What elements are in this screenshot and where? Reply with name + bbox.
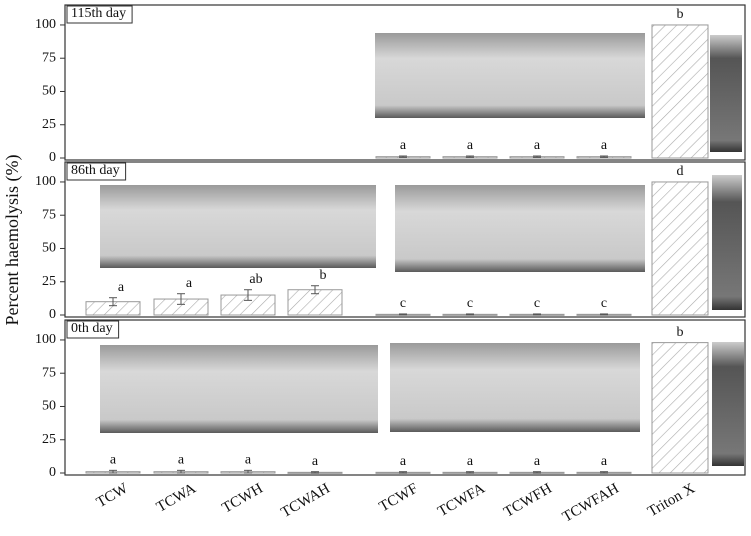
significance-label: b [677,325,684,340]
bar [651,24,709,159]
x-tick-label: TCWH [219,481,265,517]
tube-photo [712,175,742,310]
significance-label: a [467,454,474,469]
tube-photo [712,342,744,466]
significance-label: a [534,138,541,153]
y-tick-label: 100 [35,174,56,189]
bar [651,181,709,316]
significance-label: c [534,296,540,311]
y-tick-label: 25 [42,274,56,289]
significance-label: a [178,453,185,468]
x-tick-label: TCW [94,480,132,511]
y-tick-label: 100 [35,17,56,32]
significance-label: a [245,453,252,468]
significance-label: b [677,7,684,22]
y-tick-label: 75 [42,207,56,222]
y-tick-label: 0 [49,307,56,322]
panel-title: 115th day [71,6,126,21]
significance-label: a [186,276,193,291]
y-tick-label: 75 [42,365,56,380]
significance-label: a [534,454,541,469]
significance-label: a [400,138,407,153]
x-tick-label: Triton X [645,481,698,521]
panel-frame [64,4,746,161]
significance-label: ab [249,272,262,287]
y-tick-label: 25 [42,117,56,132]
significance-label: a [601,138,608,153]
panel-title-box [66,320,120,339]
significance-label: d [677,164,684,179]
significance-label: a [118,280,125,295]
vial-photo [390,343,640,432]
panel-frame [64,319,746,476]
significance-label: a [400,454,407,469]
y-tick-label: 50 [42,399,56,414]
x-tick-label: TCWAH [279,481,333,522]
vial-photo [100,345,378,433]
y-tick-label: 25 [42,432,56,447]
y-axis-label: Percent haemolysis (%) [2,155,23,326]
significance-label: a [467,138,474,153]
y-tick-label: 0 [49,465,56,480]
panel-title: 0th day [71,321,113,336]
significance-label: a [110,453,117,468]
panel-title: 86th day [71,163,120,178]
x-tick-label: TCWFH [501,481,555,521]
panel-frame [64,161,746,318]
significance-label: a [601,454,608,469]
panel-title-box [66,162,127,181]
x-tick-label: TCWFA [435,481,488,521]
x-tick-label: TCWA [154,481,199,516]
y-tick-label: 0 [49,150,56,165]
vial-photo [375,33,645,118]
vial-photo [395,185,645,272]
y-tick-label: 50 [42,241,56,256]
y-tick-label: 50 [42,84,56,99]
y-tick-label: 75 [42,50,56,65]
significance-label: a [312,454,319,469]
significance-label: c [400,296,406,311]
significance-label: c [601,296,607,311]
significance-label: c [467,296,473,311]
vial-photo [100,185,376,268]
significance-label: b [320,268,327,283]
tube-photo [710,35,742,152]
bar [651,342,709,474]
x-tick-label: TCWFAH [560,481,622,526]
y-tick-label: 100 [35,332,56,347]
panel-title-box [66,5,133,24]
x-tick-label: TCWF [377,481,421,516]
photos [100,33,744,466]
